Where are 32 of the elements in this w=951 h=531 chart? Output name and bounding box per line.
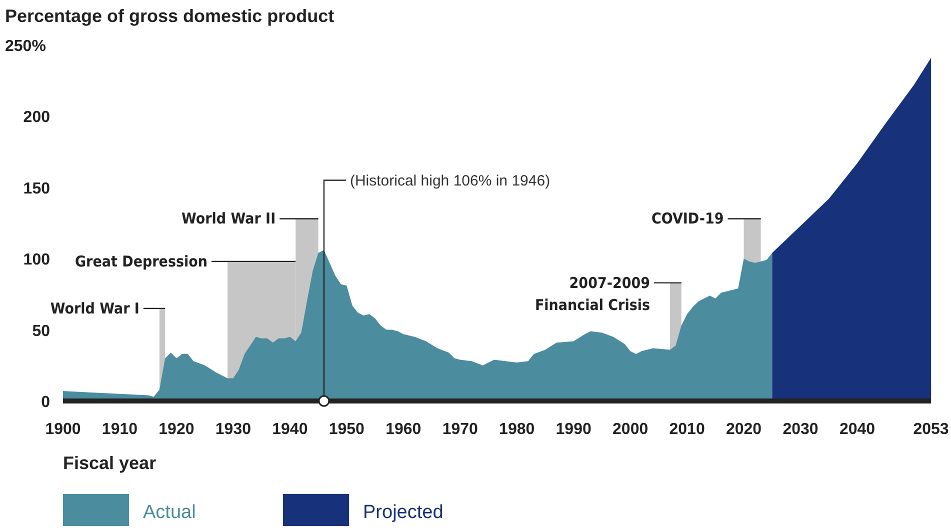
band-label: Great Depression [74, 252, 208, 270]
x-tick-label: 1930 [215, 421, 252, 438]
x-tick-label: 2040 [839, 421, 876, 438]
x-tick-label: 1900 [45, 421, 81, 438]
x-axis-title: Fiscal year [63, 453, 156, 473]
x-tick-label: 1940 [272, 421, 308, 438]
x-tick-label: 2053 [913, 421, 949, 438]
band-label: COVID-19 [651, 210, 724, 228]
annotation: (Historical high 106% in 1946) [350, 172, 550, 190]
x-tick-label: 1990 [556, 421, 592, 438]
y-tick-label: 200 [23, 109, 50, 126]
text: Actual [143, 502, 196, 523]
text: Projected [363, 502, 444, 523]
x-tick-label: 2000 [612, 421, 648, 438]
band-label: World War I [50, 299, 140, 318]
x-tick-label: 1910 [102, 421, 138, 438]
y-tick-label: 150 [23, 180, 50, 198]
x-tick-label: 1950 [328, 421, 365, 438]
x-tick-label: 1970 [442, 421, 478, 438]
y-tick-label: 100 [23, 252, 50, 269]
y-tick-label: 50 [32, 322, 50, 340]
x-tick-label: 2010 [669, 421, 705, 438]
band-label: 2007-2009 Financial Crisis [534, 274, 650, 314]
y-tick-label: 0 [41, 394, 50, 411]
chart-title: Percentage of gross domestic product [5, 6, 334, 26]
y-tick-label: 250% [5, 38, 46, 55]
x-tick-label: 2030 [782, 421, 818, 438]
band-label: World War II [181, 210, 276, 228]
x-tick-label: 1920 [158, 421, 194, 438]
x-tick-label: 1960 [386, 421, 422, 438]
x-tick-label: 2020 [726, 421, 762, 438]
x-tick-label: 1980 [499, 421, 535, 438]
